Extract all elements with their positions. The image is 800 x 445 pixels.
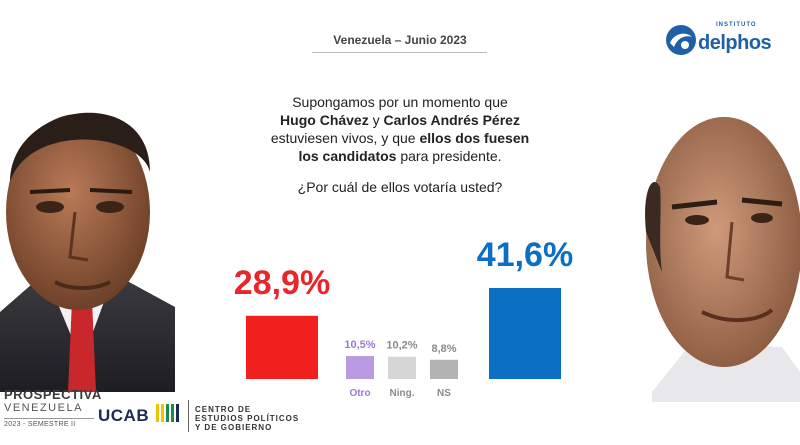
- header-divider: [312, 52, 487, 53]
- question-line-3b: ellos dos fuesen: [419, 130, 530, 146]
- ucab-divider: [188, 400, 189, 432]
- portrait-carlos-andres-perez: [632, 92, 800, 402]
- header-date: Venezuela – Junio 2023: [333, 33, 467, 47]
- prospectiva-semestre: 2023 - SEMESTRE II: [4, 418, 94, 430]
- bar-hugo-chavez: [246, 315, 318, 379]
- bar-carlos-andres-perez: [489, 288, 561, 379]
- delphos-logo-instituto: INSTITUTO: [716, 22, 757, 28]
- centro-line-3: Y DE GOBIERNO: [195, 423, 273, 432]
- bar-ns: [430, 359, 458, 379]
- bar-ning: [388, 356, 416, 379]
- portrait-hugo-chavez: [0, 62, 175, 392]
- prospectiva-title: PROSPECTIVA: [4, 387, 102, 402]
- tick-label-ns: NS: [437, 388, 451, 399]
- survey-question: Supongamos por un momento que Hugo Cháve…: [240, 93, 560, 165]
- tick-label-otro: Otro: [349, 388, 370, 399]
- value-label-carlos-andres-perez: 41,6%: [477, 236, 573, 274]
- prospectiva-logo: PROSPECTIVA VENEZUELA 2023 - SEMESTRE II: [4, 387, 102, 430]
- prospectiva-venezuela: VENEZUELA: [4, 402, 83, 414]
- question-line-4: los candidatos para presidente.: [240, 147, 560, 165]
- candidate-name-1: Hugo Chávez: [280, 112, 369, 128]
- vote-intention-bar-chart: 28,9% 41,6% 10,5% Otro 10,2% Ning. 8,8% NS: [234, 236, 573, 399]
- bar-otro: [346, 356, 374, 379]
- question-prompt: ¿Por cuál de ellos votaría usted?: [297, 179, 503, 195]
- question-line-3: estuviesen vivos, y que ellos dos fuesen: [240, 129, 560, 147]
- centro-line-1: CENTRO DE: [195, 405, 252, 414]
- tick-label-ning: Ning.: [390, 388, 415, 399]
- question-line-3a: estuviesen vivos, y que: [270, 130, 420, 146]
- centro-line-2: ESTUDIOS POLÍTICOS: [195, 414, 300, 423]
- question-line-4b: para presidente.: [396, 148, 502, 164]
- value-label-otro: 10,5%: [344, 339, 375, 351]
- ucab-logo: UCAB: [98, 402, 183, 426]
- value-label-hugo-chavez: 28,9%: [234, 264, 330, 302]
- question-and: y: [368, 112, 384, 128]
- question-line-2: Hugo Chávez y Carlos Andrés Pérez: [240, 111, 560, 129]
- value-label-ning: 10,2%: [386, 340, 417, 352]
- ucab-logo-icon: [156, 404, 180, 422]
- ucab-logo-text: UCAB: [98, 406, 150, 425]
- delphos-logo: INSTITUTO delphos: [664, 20, 774, 60]
- question-line-1: Supongamos por un momento que: [292, 94, 508, 110]
- question-line-4a: los candidatos: [298, 148, 397, 164]
- candidate-name-2: Carlos Andrés Pérez: [383, 112, 520, 128]
- delphos-logo-icon: [666, 25, 696, 55]
- value-label-ns: 8,8%: [431, 343, 456, 355]
- delphos-logo-name: delphos: [698, 32, 772, 54]
- centro-estudios-label: CENTRO DE ESTUDIOS POLÍTICOS Y DE GOBIER…: [195, 405, 299, 432]
